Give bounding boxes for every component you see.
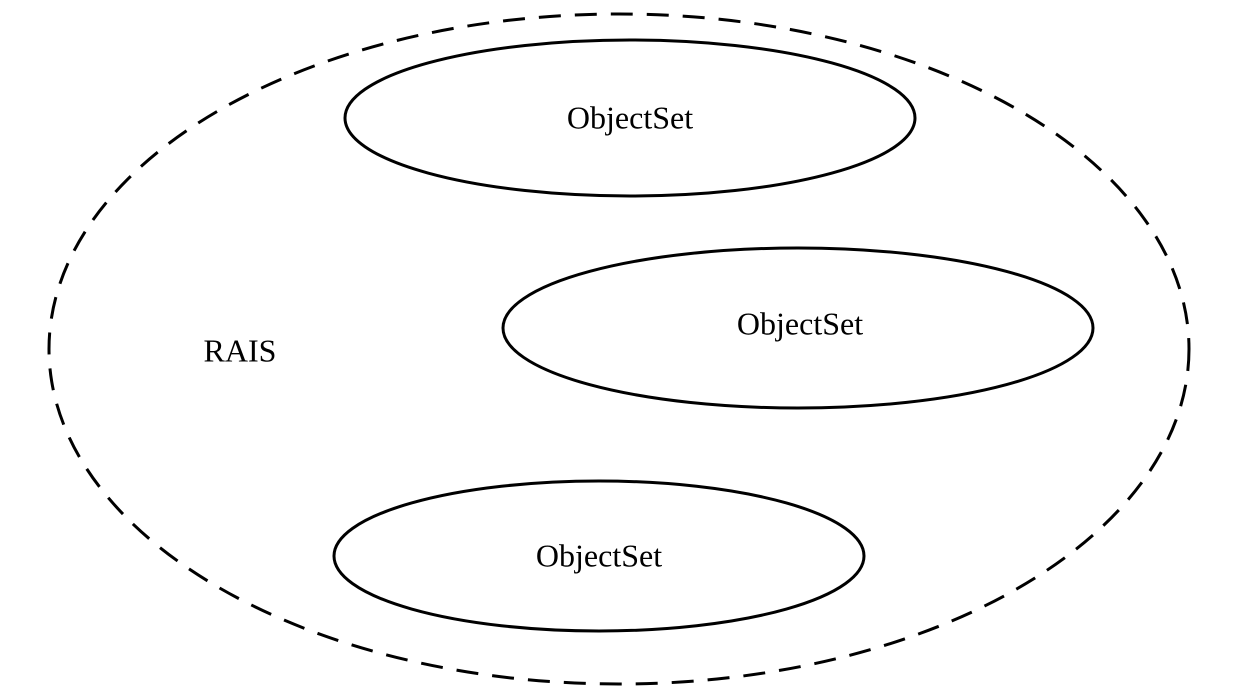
object-set-label-1: ObjectSet <box>567 100 693 137</box>
outer-set-label: RAIS <box>204 333 277 370</box>
diagram-canvas: RAIS ObjectSet ObjectSet ObjectSet <box>0 0 1239 698</box>
object-set-label-2: ObjectSet <box>737 306 863 343</box>
object-set-label-3: ObjectSet <box>536 538 662 575</box>
